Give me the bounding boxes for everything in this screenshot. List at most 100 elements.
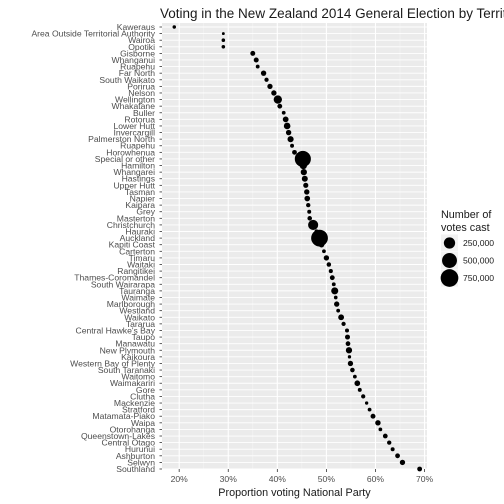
y-tick-label: Whakatane [112,101,156,111]
data-point [299,161,307,170]
y-tick-label: Far North [119,68,156,78]
y-tick-label: Wellington [115,95,155,105]
data-point [311,229,328,247]
y-tick-label: Auckland [120,233,156,243]
data-point [221,45,226,49]
y-tick-label: Queenstown-Lakes [81,431,155,441]
y-tick-label: Thames-Coromandel [74,273,155,283]
data-point [306,202,311,208]
data-point [367,407,372,412]
y-tick-label: Central Otago [101,438,155,448]
y-tick-label: Wairoa [128,35,155,45]
data-point [221,38,226,42]
x-axis-title: Proportion voting National Party [218,487,371,499]
y-tick-label: Western Bay of Plenty [70,358,156,368]
data-point [336,308,341,313]
y-tick-label: Stratford [122,405,155,415]
data-point [347,355,352,359]
data-point [387,440,392,445]
y-tick-label: Christchurch [107,220,155,230]
data-point [341,321,346,326]
y-tick-label: Waipa [131,418,155,428]
data-point [328,269,333,274]
chart-title: Voting in the New Zealand 2014 General E… [160,6,504,21]
legend-key [440,269,459,287]
data-point [322,249,326,254]
y-tick-label: Ruapehu [120,141,155,151]
y-tick-label: Carterton [119,246,155,256]
y-tick-label: Porirua [127,81,155,91]
y-tick-label: Waitaki [127,259,155,269]
y-tick-label: Rotorua [124,114,155,124]
data-point [345,347,353,354]
y-tick-label: Hauraki [125,227,155,237]
grid-lines [162,23,427,470]
y-tick-label: Westland [119,306,155,316]
x-axis: 20% 30% 40% 50% 60% 70% [171,469,434,484]
y-tick-label: Southland [116,464,155,474]
y-tick-label: Gore [136,385,155,395]
data-point [338,314,345,321]
data-point [292,149,297,155]
y-tick-label: Manawatu [115,339,155,349]
data-point [331,287,339,295]
data-point [260,70,267,76]
y-tick-label: Tasman [125,187,155,197]
data-point [277,103,283,109]
data-point [344,328,350,333]
y-tick-label: New Plymouth [100,345,156,355]
legend-label: 250,000 [463,238,494,248]
data-point [350,367,355,373]
y-tick-label: Selwyn [127,457,155,467]
y-tick-label: South Taranaki [98,365,155,375]
y-tick-label: Kaipara [125,200,155,210]
y-tick-label: Timaru [129,253,156,263]
data-point [399,459,406,466]
data-point [370,413,376,419]
data-point [294,150,311,167]
y-tick-label: Buller [133,108,155,118]
y-tick-label: Mackenzie [114,398,155,408]
legend-title: Number of [441,209,492,221]
y-tick-label: Kaikoura [121,352,155,362]
x-tick-label: 60% [367,474,385,484]
y-tick-label: Rangitikei [117,266,155,276]
data-point [323,255,330,261]
data-point [267,83,273,90]
data-point [331,282,336,287]
data-point [334,301,340,307]
data-point [390,447,395,452]
data-point [304,195,311,202]
y-tick-label: Otorohanga [110,424,156,434]
y-tick-label: Hastings [122,174,155,184]
y-tick-label: Kaweraus [117,22,155,32]
legend-label: 500,000 [463,256,494,266]
y-tick-label: Whanganui [112,55,156,65]
data-point [382,433,388,439]
data-point [354,380,361,387]
data-point [378,427,383,432]
y-tick-label: Central Hawke's Bay [76,325,156,335]
y-tick-label: Clutha [130,391,155,401]
data-point [318,241,325,248]
data-point [333,295,338,300]
data-point [264,77,269,82]
data-point [307,209,312,214]
y-tick-label: Masterton [117,213,155,223]
data-point [345,334,350,340]
y-tick-label: Tauranga [119,286,155,296]
y-tick-label: Palmerston North [88,134,155,144]
x-tick-label: 30% [220,474,238,484]
legend-title: votes cast [441,222,490,234]
data-point [285,129,292,136]
data-point [271,90,277,96]
x-tick-label: 70% [416,474,434,484]
data-point [329,275,335,281]
y-tick-label: Matamata-Piako [92,411,155,421]
data-point [283,122,291,130]
legend-key [442,253,457,268]
data-point [303,182,309,188]
